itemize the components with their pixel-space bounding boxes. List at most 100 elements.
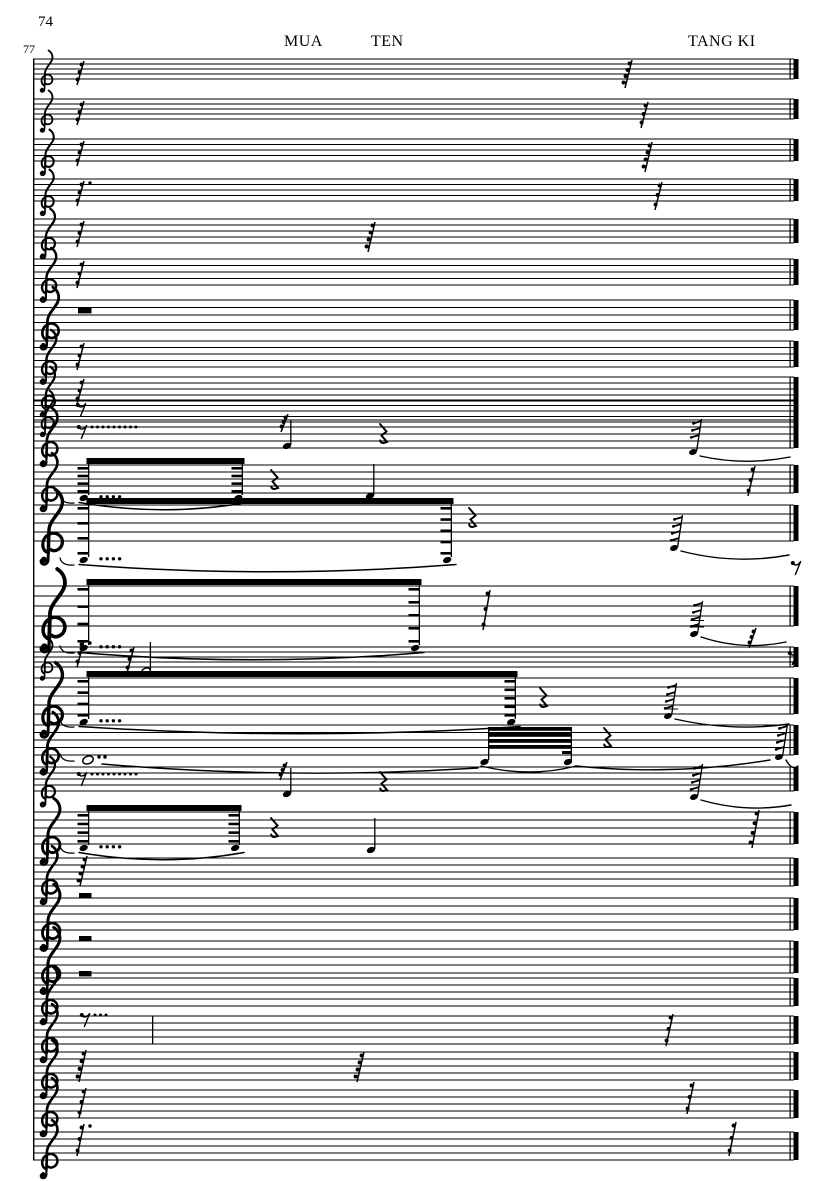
- dot-row: [117, 645, 122, 649]
- final-barline-thick: [793, 377, 799, 401]
- dot-row: [104, 1013, 108, 1017]
- final-barline-thin: [789, 898, 791, 930]
- stem-right: [570, 729, 572, 760]
- feathered-beamlet-right: [408, 601, 420, 604]
- feathered-beamlet-left: [77, 507, 88, 510]
- tremolo-note-head: [689, 449, 697, 455]
- rest-hook-arm: [280, 772, 283, 775]
- treble-clef-icon: [39, 328, 58, 385]
- note-head: [231, 844, 240, 852]
- tremolo-note-head: [775, 754, 783, 760]
- feathered-beamlet-right: [228, 822, 240, 826]
- final-barline-thin: [789, 1052, 791, 1080]
- rest-hook-arm: [83, 1051, 87, 1054]
- half-rest: [78, 308, 92, 314]
- treble-clef-icon: [39, 451, 59, 513]
- rest-hook-arm: [666, 1038, 669, 1041]
- beam-stem-left: [88, 462, 90, 495]
- quarter-rest: [379, 423, 389, 444]
- feathered-beamlet-right: [504, 697, 516, 700]
- dot-row: [99, 495, 103, 499]
- feathered-beamlet-left: [77, 605, 88, 608]
- treble-clef-icon: [39, 1118, 59, 1180]
- dot-row: [118, 425, 121, 429]
- system-barline: [33, 59, 35, 1160]
- quarter-rest: [539, 687, 549, 708]
- treble-clef-icon: [39, 1038, 59, 1100]
- feathered-beamlet-right: [231, 467, 243, 470]
- note-head: [443, 556, 452, 564]
- feathered-beamlet-right: [408, 588, 420, 591]
- rest-hook-arm: [84, 857, 88, 860]
- note-head: [507, 718, 516, 726]
- rest-hook-arm: [81, 1125, 85, 1128]
- beam: [86, 458, 245, 464]
- tremolo-hook: [670, 532, 674, 535]
- final-barline-thin: [789, 1132, 791, 1160]
- final-barline-thick: [793, 858, 799, 886]
- measure-number-bottom: 77: [23, 42, 35, 56]
- incoming-tie: [59, 845, 75, 854]
- tremolo-hook: [673, 518, 676, 521]
- tie-slur: [674, 718, 790, 728]
- feathered-beamlet-left: [77, 467, 88, 470]
- final-barline-thick: [793, 300, 799, 330]
- tremolo-note-head: [664, 713, 672, 719]
- under-slur: [480, 765, 577, 773]
- section-label-mua: MUA: [284, 33, 323, 50]
- feathered-beamlet-right: [504, 680, 516, 683]
- rest-hook-arm: [647, 150, 651, 153]
- rest-hook-arm: [733, 1123, 737, 1126]
- note-head: [365, 492, 375, 500]
- final-barline-thin: [789, 59, 791, 79]
- dot-row: [112, 772, 116, 776]
- rest-hook-arm: [370, 230, 374, 233]
- tremolo-hook: [775, 741, 779, 744]
- rest-hook-arm: [752, 467, 756, 470]
- tie-slur: [680, 550, 790, 560]
- note-head: [79, 844, 88, 852]
- feathered-beamlet-left: [77, 552, 88, 555]
- quarter-rest: [270, 817, 280, 838]
- augmentation-dot: [103, 755, 107, 759]
- eighth-rest-stem: [794, 561, 802, 576]
- final-barline-thin: [789, 586, 791, 626]
- eighth-rest-stem: [80, 772, 88, 787]
- rest-hook-arm: [625, 74, 629, 77]
- feathered-beamlet-right: [504, 714, 516, 717]
- beam-stack: [488, 727, 572, 731]
- final-barline-thick: [793, 898, 799, 930]
- final-barline-thin: [789, 505, 791, 541]
- treble-clef-icon: [39, 1076, 59, 1138]
- treble-clef-icon: [39, 882, 62, 952]
- rest-hook-arm: [361, 1053, 365, 1056]
- dot-row: [117, 557, 122, 561]
- beam-stack: [488, 733, 572, 737]
- dot-row: [134, 772, 138, 776]
- final-barline-thin: [789, 812, 791, 844]
- treble-clef-icon: [39, 285, 61, 351]
- dot-row: [117, 719, 122, 723]
- final-barline-thin: [789, 99, 791, 119]
- rest-hook-arm: [80, 871, 84, 874]
- treble-clef-icon: [39, 89, 54, 133]
- rest-hook-arm: [283, 420, 286, 423]
- beam-stem-right: [238, 809, 240, 845]
- feathered-beamlet-left: [77, 522, 88, 525]
- dot-row: [129, 425, 132, 429]
- rest-hook-arm: [79, 1137, 82, 1140]
- dot-row: [107, 772, 110, 776]
- treble-clef-icon: [39, 389, 55, 438]
- dot-row: [105, 719, 109, 723]
- barline: [152, 1016, 154, 1044]
- rest-hook-arm: [629, 61, 632, 64]
- final-barline-thick: [793, 179, 799, 201]
- beam-stack: [488, 745, 572, 749]
- rest-hook-arm: [77, 239, 80, 242]
- rest-hook-arm: [77, 1074, 81, 1077]
- rest-hook-arm: [649, 143, 653, 146]
- final-barline-thick: [793, 586, 799, 626]
- tremolo-hook: [778, 727, 781, 730]
- rest-hook-arm: [79, 70, 82, 73]
- rest-hook-arm: [750, 840, 754, 843]
